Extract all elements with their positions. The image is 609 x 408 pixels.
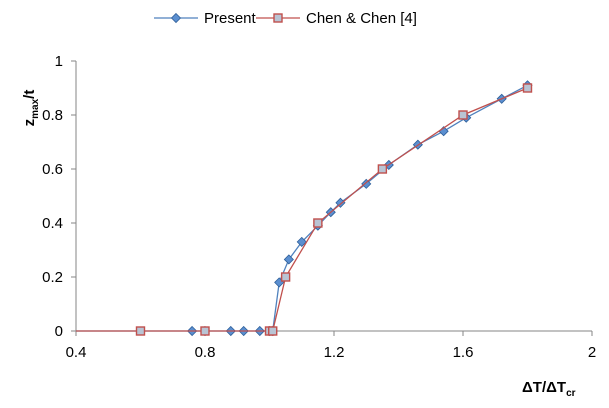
y-axis-label-text: zmax/t [21, 90, 41, 127]
x-tick-label: 1.6 [453, 344, 474, 361]
legend-marker [170, 12, 182, 24]
series-line [76, 87, 528, 332]
series-line [76, 84, 528, 332]
x-tick-label: 2 [588, 344, 596, 361]
legend-marker [273, 13, 283, 23]
series-chen-chen [76, 83, 533, 336]
y-tick-label: 0 [55, 323, 63, 340]
data-point [135, 326, 146, 336]
legend-label: Chen & Chen [4] [306, 10, 417, 27]
legend: Present Chen & Chen [4] [154, 10, 417, 27]
data-point [296, 236, 307, 247]
y-tick-label: 0.2 [42, 269, 63, 286]
series-layer [76, 80, 533, 337]
axes: 0 0.2 0.4 0.6 0.8 1 0.4 0.8 1.2 1.6 2 [42, 53, 596, 361]
x-axis-label: ΔT/ΔTcr [522, 379, 576, 399]
data-point [280, 272, 291, 282]
legend-item: Present [154, 10, 257, 27]
x-axis-label-text: ΔT/ΔTcr [522, 379, 576, 399]
data-point [200, 326, 210, 336]
data-point [313, 218, 323, 228]
y-tick-label: 1 [55, 53, 63, 70]
legend-item: Chen & Chen [4] [256, 10, 417, 27]
data-point [361, 178, 372, 189]
y-tick-label: 0.8 [42, 107, 63, 124]
data-point [268, 326, 278, 336]
y-tick-label: 0.6 [42, 161, 63, 178]
x-tick-label: 1.2 [324, 344, 345, 361]
y-tick-label: 0.4 [42, 215, 63, 232]
y-axis-label: zmax/t [21, 90, 41, 127]
x-tick-label: 0.4 [66, 344, 87, 361]
data-point [283, 254, 294, 265]
data-point [377, 164, 388, 174]
legend-label: Present [204, 10, 257, 27]
x-tick-label: 0.8 [195, 344, 216, 361]
data-point [522, 83, 533, 93]
data-point [458, 110, 468, 120]
